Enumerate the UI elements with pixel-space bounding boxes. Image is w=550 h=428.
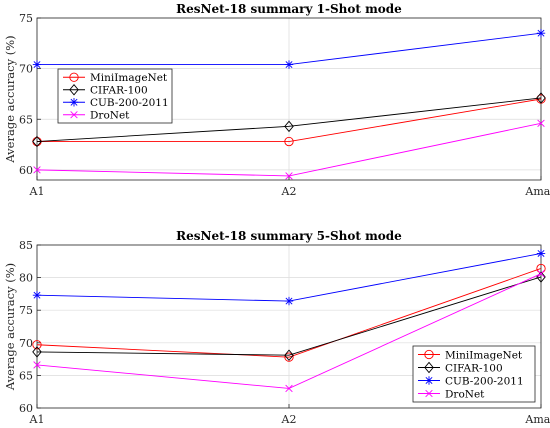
chart-5-shot: A1 A2 Amax 60 65 70 75 80 85 ResNet-18 summary 5-…	[3, 229, 550, 426]
legend-entry-dronet: DroNet	[63, 110, 130, 122]
y-axis-label: Average accuracy (%)	[3, 263, 17, 391]
x-tick-label: Amax	[524, 413, 550, 426]
legend-marker	[425, 389, 433, 398]
series-line-miniimagenet	[36, 268, 542, 358]
x-tick-label: A2	[281, 185, 297, 198]
y-tick-label: 85	[19, 239, 33, 252]
legend-marker	[424, 349, 434, 360]
data-point-cub-200-2011	[32, 60, 42, 69]
data-point-miniimagenet	[284, 352, 294, 362]
legend-label: CIFAR-100	[445, 362, 503, 374]
data-point-cub-200-2011	[536, 249, 546, 258]
y-tick-label: 65	[19, 113, 33, 126]
series-line-cifar-100	[36, 97, 542, 142]
legend-label: CUB-200-2011	[90, 97, 169, 109]
series-line-miniimagenet	[37, 98, 542, 142]
x-tick-label: A1	[29, 413, 45, 426]
data-point-cifar-100	[32, 346, 42, 358]
data-point-miniimagenet	[536, 263, 546, 274]
y-tick-label: 60	[19, 164, 33, 177]
legend-marker	[69, 84, 79, 96]
chart-1-shot: A1 A2 Amax 60 65 70 75 ResNet-18 summary 1-Shot…	[3, 2, 550, 198]
x-tick-label: Amax	[524, 185, 550, 198]
chart-title: ResNet-18 summary 1-Shot mode	[176, 2, 402, 16]
chart-title: ResNet-18 summary 5-Shot mode	[176, 229, 402, 243]
legend-entry-cub-200-2011: CUB-200-2011	[418, 375, 524, 387]
legend-entry-cub-200-2011: CUB-200-2011	[63, 97, 169, 109]
data-point-miniimagenet	[284, 136, 294, 147]
data-point-cifar-100	[32, 135, 42, 148]
legend-marker	[424, 361, 434, 374]
y-tick-label: 60	[19, 402, 33, 415]
data-point-dronet	[537, 270, 545, 278]
x-tick-label: A2	[281, 413, 297, 426]
legend-label: CUB-200-2011	[445, 375, 524, 387]
legend-label: MiniImageNet	[445, 349, 523, 361]
data-point-dronet	[285, 172, 293, 180]
legend-entry-miniimagenet: MiniImageNet	[63, 72, 168, 84]
legend-marker	[70, 111, 78, 119]
legend-label: DroNet	[445, 388, 485, 400]
legend-entry-cifar-100: CIFAR-100	[63, 84, 148, 97]
y-tick-label: 75	[19, 304, 33, 317]
y-tick-label: 70	[19, 337, 33, 350]
data-point-dronet	[33, 361, 41, 369]
legend-entry-cifar-100: CIFAR-100	[418, 361, 503, 374]
legend-entry-dronet: DroNet	[418, 388, 485, 400]
data-point-cub-200-2011	[284, 296, 294, 306]
data-point-cub-200-2011	[284, 60, 294, 69]
data-point-cifar-100	[284, 349, 294, 361]
legend-label: MiniImageNet	[90, 72, 168, 84]
y-tick-label: 75	[19, 12, 33, 25]
data-point-dronet	[537, 119, 545, 127]
y-tick-label: 65	[19, 369, 33, 382]
series-line-cifar-100	[36, 276, 542, 356]
data-point-cub-200-2011	[32, 291, 42, 300]
data-point-cifar-100	[284, 120, 294, 133]
y-tick-label: 70	[19, 63, 33, 76]
legend-label: DroNet	[90, 110, 130, 122]
legend-marker	[424, 376, 434, 385]
data-point-dronet	[285, 384, 293, 393]
legend-marker	[69, 72, 79, 82]
x-tick-label: A1	[29, 185, 45, 198]
data-point-cifar-100	[536, 92, 546, 104]
data-point-cub-200-2011	[536, 28, 546, 38]
legend-box	[57, 68, 173, 124]
y-axis-label: Average accuracy (%)	[3, 35, 17, 163]
legend-label: CIFAR-100	[90, 85, 148, 97]
data-point-dronet	[33, 166, 41, 174]
legend-entry-miniimagenet: MiniImageNet	[418, 349, 523, 361]
legend-marker	[69, 98, 79, 107]
y-tick-label: 80	[19, 272, 33, 285]
data-point-miniimagenet	[32, 340, 42, 350]
